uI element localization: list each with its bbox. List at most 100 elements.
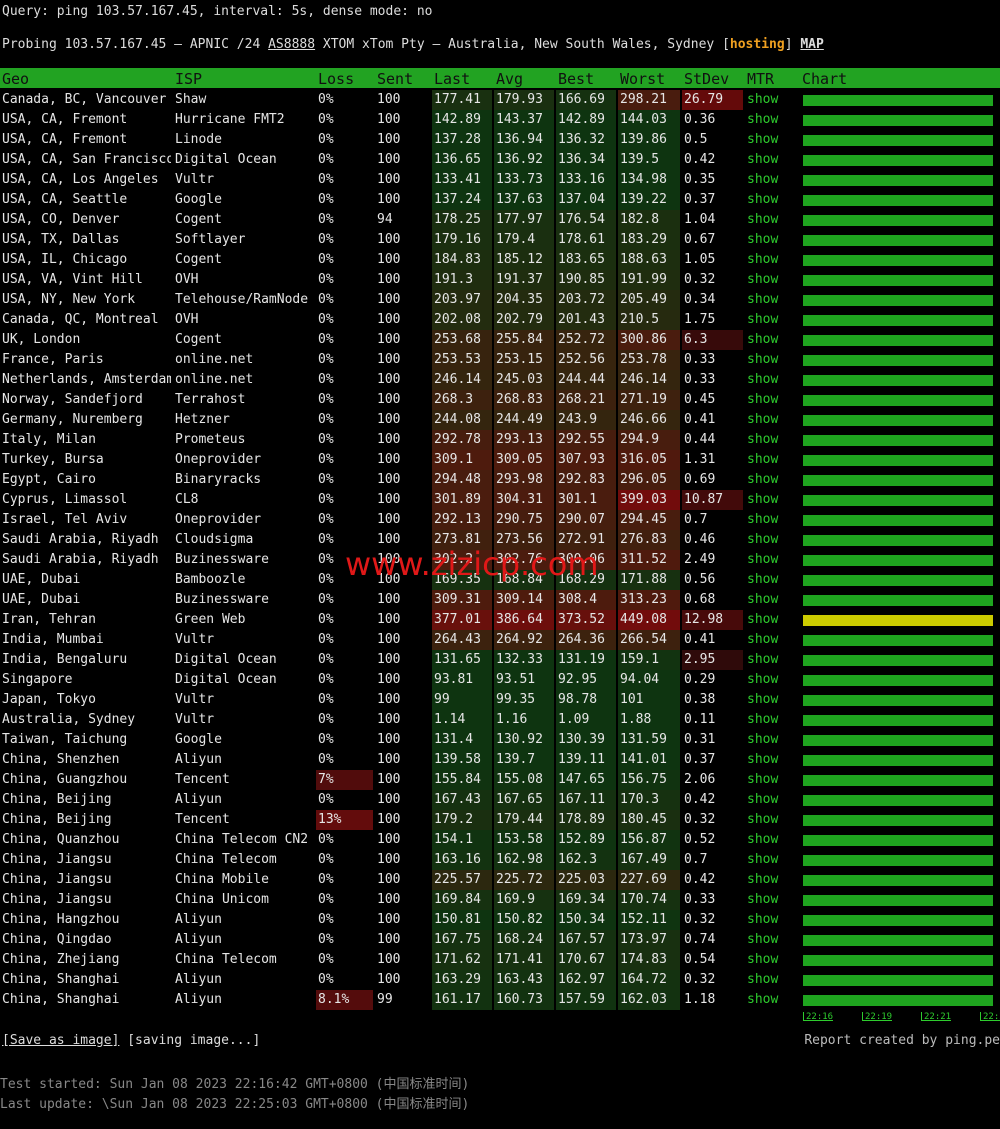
mtr-link[interactable]: show	[747, 92, 779, 107]
avg-cell: 179.4	[494, 230, 554, 250]
mtr-link[interactable]: show	[747, 212, 779, 227]
last-cell: 273.81	[432, 530, 492, 550]
mtr-link[interactable]: show	[747, 672, 779, 687]
mtr-link[interactable]: show	[747, 292, 779, 307]
stdev-cell: 2.49	[684, 552, 716, 567]
avg-cell: 93.51	[494, 670, 554, 690]
mtr-link[interactable]: show	[747, 152, 779, 167]
geo-cell: USA, CO, Denver	[2, 212, 120, 227]
last-cell: 137.28	[432, 130, 492, 150]
mtr-link[interactable]: show	[747, 172, 779, 187]
mtr-link[interactable]: show	[747, 892, 779, 907]
mtr-link[interactable]: show	[747, 592, 779, 607]
mtr-link[interactable]: show	[747, 272, 779, 287]
latency-chart-bar	[803, 635, 993, 646]
mtr-link[interactable]: show	[747, 372, 779, 387]
mtr-link[interactable]: show	[747, 352, 779, 367]
last-cell: 131.4	[432, 730, 492, 750]
latency-chart-bar	[803, 835, 993, 846]
report-credit: Report created by ping.pe	[804, 1033, 1000, 1048]
mtr-link[interactable]: show	[747, 412, 779, 427]
avg-cell: 137.63	[494, 190, 554, 210]
worst-cell: 246.66	[618, 410, 680, 430]
last-cell: 302.2	[432, 550, 492, 570]
mtr-link[interactable]: show	[747, 952, 779, 967]
mtr-link[interactable]: show	[747, 512, 779, 527]
avg-cell: 150.82	[494, 910, 554, 930]
best-cell: 162.3	[556, 850, 616, 870]
mtr-link[interactable]: show	[747, 332, 779, 347]
map-link[interactable]: MAP	[800, 37, 824, 52]
mtr-link[interactable]: show	[747, 112, 779, 127]
avg-cell: 171.41	[494, 950, 554, 970]
mtr-link[interactable]: show	[747, 912, 779, 927]
latency-chart-bar	[803, 555, 993, 566]
avg-cell: 169.9	[494, 890, 554, 910]
sent-cell: 100	[377, 372, 401, 387]
worst-cell: 131.59	[618, 730, 680, 750]
mtr-link[interactable]: show	[747, 752, 779, 767]
worst-cell: 156.75	[618, 770, 680, 790]
mtr-link[interactable]: show	[747, 852, 779, 867]
isp-cell: Vultr	[175, 692, 215, 707]
best-cell: 225.03	[556, 870, 616, 890]
mtr-link[interactable]: show	[747, 532, 779, 547]
latency-chart-bar	[803, 695, 993, 706]
mtr-link[interactable]: show	[747, 972, 779, 987]
avg-cell: 162.98	[494, 850, 554, 870]
isp-cell: Cogent	[175, 252, 222, 267]
column-header: MTR	[747, 70, 775, 88]
mtr-link[interactable]: show	[747, 832, 779, 847]
last-cell: 154.1	[432, 830, 492, 850]
mtr-link[interactable]: show	[747, 132, 779, 147]
worst-cell: 449.08	[618, 610, 680, 630]
mtr-link[interactable]: show	[747, 192, 779, 207]
mtr-link[interactable]: show	[747, 992, 779, 1007]
mtr-link[interactable]: show	[747, 252, 779, 267]
mtr-link[interactable]: show	[747, 572, 779, 587]
best-cell: 268.21	[556, 390, 616, 410]
worst-cell: 399.03	[618, 490, 680, 510]
last-cell: 377.01	[432, 610, 492, 630]
mtr-link[interactable]: show	[747, 312, 779, 327]
mtr-link[interactable]: show	[747, 552, 779, 567]
mtr-link[interactable]: show	[747, 812, 779, 827]
mtr-link[interactable]: show	[747, 652, 779, 667]
best-cell: 300.06	[556, 550, 616, 570]
mtr-link[interactable]: show	[747, 932, 779, 947]
best-cell: 373.52	[556, 610, 616, 630]
mtr-link[interactable]: show	[747, 792, 779, 807]
mtr-link[interactable]: show	[747, 452, 779, 467]
mtr-link[interactable]: show	[747, 872, 779, 887]
stdev-cell: 2.95	[682, 650, 743, 670]
last-cell: 292.13	[432, 510, 492, 530]
geo-cell: Iran, Tehran	[2, 612, 96, 627]
mtr-link[interactable]: show	[747, 392, 779, 407]
mtr-link[interactable]: show	[747, 692, 779, 707]
avg-cell: 302.76	[494, 550, 554, 570]
mtr-link[interactable]: show	[747, 432, 779, 447]
mtr-link[interactable]: show	[747, 612, 779, 627]
mtr-link[interactable]: show	[747, 472, 779, 487]
mtr-link[interactable]: show	[747, 632, 779, 647]
mtr-link[interactable]: show	[747, 772, 779, 787]
mtr-link[interactable]: show	[747, 732, 779, 747]
stdev-cell: 0.42	[684, 152, 716, 167]
mtr-link[interactable]: show	[747, 712, 779, 727]
stdev-cell: 0.42	[684, 792, 716, 807]
latency-chart-bar	[803, 795, 993, 806]
loss-cell: 0%	[318, 112, 334, 127]
worst-cell: 139.86	[618, 130, 680, 150]
save-button[interactable]: [Save as image]	[2, 1033, 120, 1048]
best-cell: 133.16	[556, 170, 616, 190]
mtr-link[interactable]: show	[747, 492, 779, 507]
mtr-link[interactable]: show	[747, 232, 779, 247]
worst-cell: 1.88	[618, 710, 680, 730]
sent-cell: 100	[377, 672, 401, 687]
avg-cell: 191.37	[494, 270, 554, 290]
best-cell: 147.65	[556, 770, 616, 790]
last-cell: 133.41	[432, 170, 492, 190]
avg-cell: 179.93	[494, 90, 554, 110]
asn-link[interactable]: AS8888	[268, 37, 316, 52]
stdev-cell: 0.38	[684, 692, 716, 707]
